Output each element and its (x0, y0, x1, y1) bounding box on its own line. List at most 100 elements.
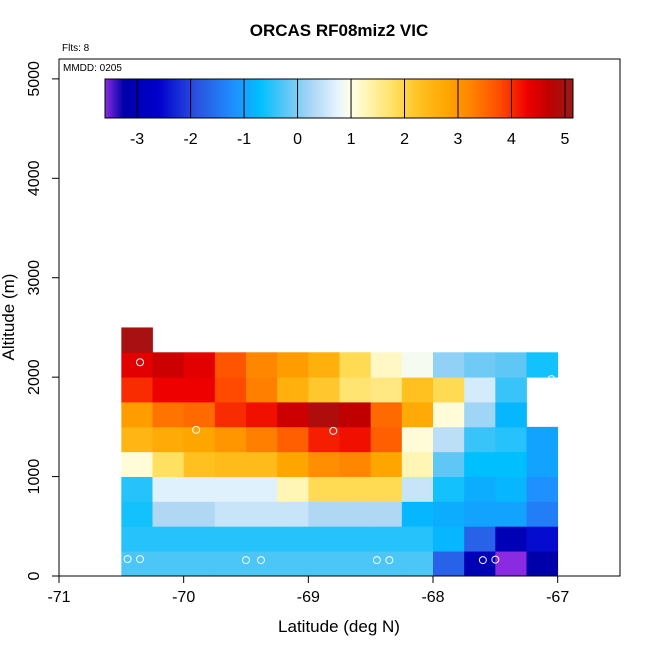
heatmap-cell (121, 476, 153, 502)
y-axis: 0 1000 2000 3000 4000 5000 (26, 61, 59, 580)
heatmap-cell (339, 551, 372, 577)
heatmap-cell (308, 377, 340, 403)
heatmap-cell (526, 551, 559, 577)
flights-count: Flts: 8 (62, 43, 90, 54)
x-tick-label: -71 (47, 589, 70, 606)
heatmap-cell (214, 402, 247, 428)
heatmap-cell (121, 377, 153, 403)
heatmap-cell (246, 426, 278, 453)
measurement-point (385, 556, 394, 565)
heatmap-cell (464, 501, 496, 527)
colorbar-tick-label: 4 (507, 131, 516, 148)
heatmap-cell (339, 352, 372, 378)
heatmap-cell (433, 451, 465, 477)
heatmap-cell (464, 551, 496, 577)
heatmap-cell (401, 526, 434, 552)
heatmap-cell (433, 501, 465, 527)
heatmap-cell (339, 501, 372, 527)
heatmap-cell (339, 476, 372, 502)
mmdd-label: MMDD: 0205 (63, 63, 122, 74)
heatmap-cell (526, 426, 559, 453)
heatmap-cell (495, 377, 527, 403)
heatmap-cell (214, 377, 247, 403)
x-axis-label: Latitude (deg N) (278, 617, 400, 636)
heatmap-cell (339, 377, 372, 403)
heatmap-cell (308, 501, 340, 527)
heatmap-cell (495, 402, 527, 428)
heatmap-cell (277, 426, 309, 453)
heatmap-cell (246, 451, 278, 477)
chart-title: ORCAS RF08miz2 VIC (250, 21, 429, 40)
measurement-point (256, 556, 265, 565)
x-tick-label: -68 (421, 589, 444, 606)
heatmap-cell (401, 352, 434, 378)
heatmap-cell (433, 476, 465, 502)
heatmap-cell (401, 501, 434, 527)
heatmap-cell (214, 451, 247, 477)
heatmap-cell (401, 426, 434, 453)
heatmap-cell (152, 501, 185, 527)
heatmap-cell (183, 352, 216, 378)
heatmap-cell (433, 426, 465, 453)
heatmap-cell (495, 551, 527, 577)
heatmap-cell (277, 451, 309, 477)
measurement-point (136, 358, 145, 367)
heatmap-cell (526, 526, 559, 552)
heatmap-cell (464, 476, 496, 502)
heatmap-cell (464, 377, 496, 403)
heatmap-cell (370, 501, 403, 527)
heatmap-cell (308, 352, 340, 378)
heatmap-cell (495, 501, 527, 527)
y-tick-label: 3000 (26, 260, 43, 296)
heatmap-cell (183, 402, 216, 428)
heatmap-cell (370, 526, 403, 552)
heatmap-cell (370, 451, 403, 477)
heatmap-cell (464, 526, 496, 552)
heatmap-cell (121, 501, 153, 527)
x-tick-label: -69 (297, 589, 320, 606)
measurement-point (491, 555, 500, 564)
heatmap-cell (495, 426, 527, 453)
heatmap-cell (526, 501, 559, 527)
measurement-point (372, 556, 381, 565)
heatmap-cell (401, 377, 434, 403)
colorbar-tick-label: -1 (237, 131, 251, 148)
heatmap-cell (246, 402, 278, 428)
measurement-point (192, 425, 201, 434)
heatmap-cell (152, 377, 185, 403)
heatmap-cell (214, 551, 247, 577)
heatmap-cell (152, 526, 185, 552)
heatmap-cell (464, 426, 496, 453)
colorbar-tick-label: 0 (293, 131, 302, 148)
heatmap-cell (308, 426, 340, 453)
measurement-point (136, 555, 145, 564)
colorbar-tick-label: 5 (561, 131, 570, 148)
heatmap-cell (464, 402, 496, 428)
heatmap-cell (277, 551, 309, 577)
heatmap-cell (183, 451, 216, 477)
heatmap-cell (370, 476, 403, 502)
heatmap-cell (401, 476, 434, 502)
heatmap-cell (526, 476, 559, 502)
heatmap-cells (121, 327, 559, 577)
heatmap-cell (495, 451, 527, 477)
heatmap-cell (121, 402, 153, 428)
heatmap-cell (277, 476, 309, 502)
heatmap-cell (433, 352, 465, 378)
heatmap-cell (277, 377, 309, 403)
y-axis-label: Altitude (m) (0, 274, 18, 361)
heatmap-cell (277, 402, 309, 428)
heatmap-cell (308, 402, 340, 428)
heatmap-cell (308, 451, 340, 477)
heatmap-cell (121, 426, 153, 453)
heatmap-cell (526, 451, 559, 477)
y-tick-label: 4000 (26, 160, 43, 196)
heatmap-cell (214, 426, 247, 453)
measurement-point (478, 556, 487, 565)
colorbar-tick-label: 2 (400, 131, 409, 148)
heatmap-cell (214, 352, 247, 378)
heatmap-cell (246, 476, 278, 502)
heatmap-cell (277, 526, 309, 552)
heatmap-cell (277, 501, 309, 527)
